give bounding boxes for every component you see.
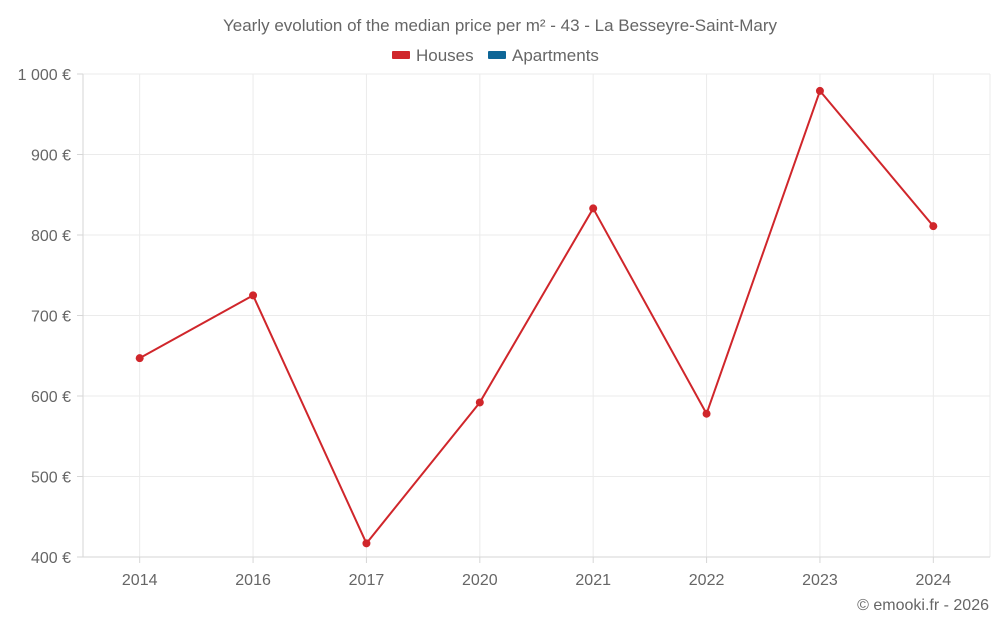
data-point[interactable] xyxy=(589,204,598,213)
y-tick-label: 400 € xyxy=(31,550,71,567)
x-tick-label: 2016 xyxy=(235,572,271,589)
x-tick-label: 2022 xyxy=(689,572,725,589)
x-tick-label: 2020 xyxy=(462,572,498,589)
credit-text: © emooki.fr - 2026 xyxy=(857,597,989,614)
data-point[interactable] xyxy=(249,291,258,300)
chart-title: Yearly evolution of the median price per… xyxy=(223,16,778,35)
data-point[interactable] xyxy=(929,222,938,231)
data-point[interactable] xyxy=(362,539,371,548)
legend-swatch-houses xyxy=(392,51,410,59)
x-tick-label: 2014 xyxy=(122,572,158,589)
grid xyxy=(83,73,991,557)
y-tick-label: 1 000 € xyxy=(18,67,71,84)
legend: Houses Apartments xyxy=(392,46,599,65)
data-point[interactable] xyxy=(135,354,144,363)
series-houses xyxy=(135,86,938,548)
y-tick-label: 700 € xyxy=(31,309,71,326)
data-point[interactable] xyxy=(475,398,484,407)
x-tick-label: 2021 xyxy=(575,572,611,589)
y-tick-label: 500 € xyxy=(31,470,71,487)
x-tick-label: 2023 xyxy=(802,572,838,589)
legend-label-houses[interactable]: Houses xyxy=(416,46,474,65)
data-point[interactable] xyxy=(815,86,824,95)
data-point[interactable] xyxy=(702,409,711,418)
axes: 400 € 500 € 600 € 700 € 800 € 900 € 1 000 € 201… xyxy=(18,67,990,589)
x-tick-label: 2024 xyxy=(916,572,952,589)
y-tick-label: 600 € xyxy=(31,389,71,406)
legend-label-apartments[interactable]: Apartments xyxy=(512,46,599,65)
y-tick-label: 800 € xyxy=(31,228,71,245)
legend-swatch-apartments xyxy=(488,51,506,59)
y-tick-label: 900 € xyxy=(31,148,71,165)
x-tick-label: 2017 xyxy=(349,572,385,589)
series-line-houses xyxy=(139,89,935,545)
